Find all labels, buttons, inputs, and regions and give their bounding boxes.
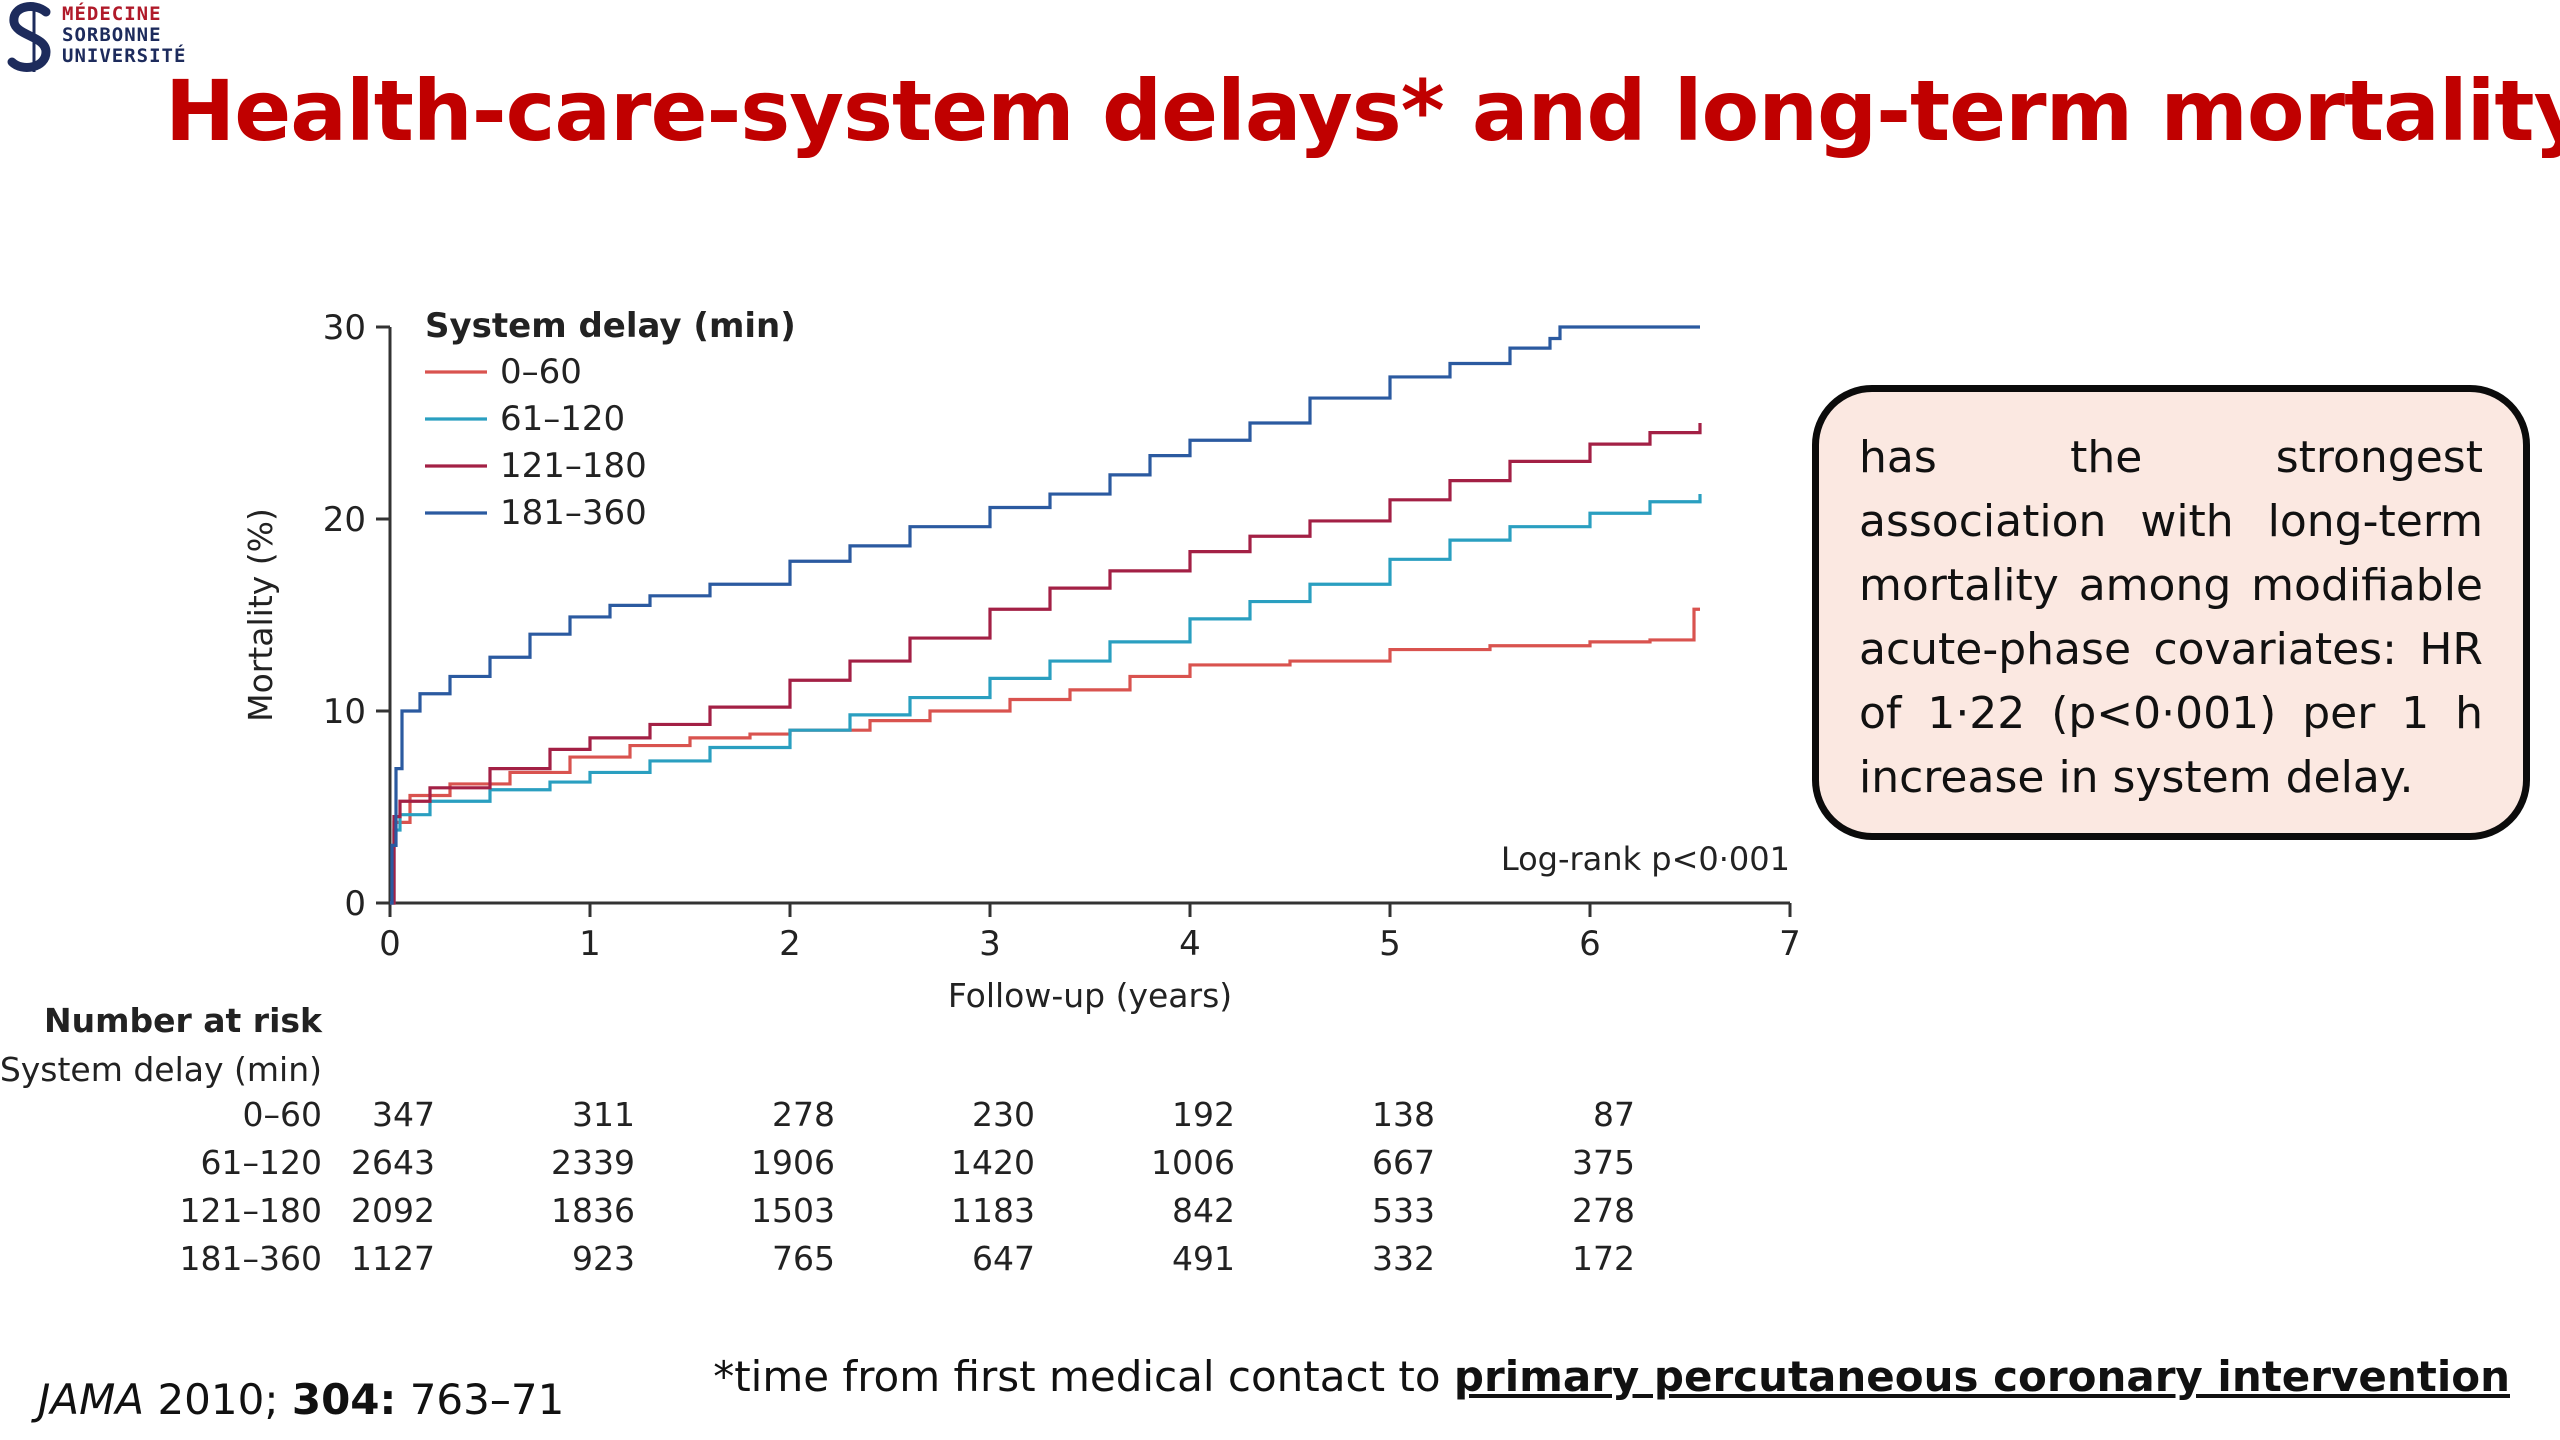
footnote-emphasis: primary percutaneous coronary interventi…	[1453, 1352, 2510, 1401]
legend-label-3: 181–360	[500, 493, 647, 533]
series-line-1	[390, 494, 1702, 905]
risk-cell: 1836	[551, 1191, 635, 1230]
risk-cell: 1127	[351, 1239, 435, 1278]
legend-label-0: 0–60	[500, 352, 582, 392]
reference: JAMA 2010; 304: 763–71	[38, 1375, 564, 1424]
x-tick-label: 0	[379, 924, 401, 964]
risk-cell: 533	[1372, 1191, 1435, 1230]
series-line-2	[390, 423, 1702, 905]
risk-cell: 1183	[951, 1191, 1035, 1230]
risk-cell: 87	[1593, 1095, 1635, 1134]
risk-table-subtitle: System delay (min)	[0, 1050, 322, 1089]
risk-cell: 842	[1172, 1191, 1235, 1230]
risk-row-label: 61–120	[201, 1143, 322, 1182]
risk-cell: 667	[1372, 1143, 1435, 1182]
risk-cell: 172	[1572, 1239, 1635, 1278]
y-tick-label: 0	[344, 884, 366, 924]
reference-volume: 304:	[291, 1375, 397, 1424]
reference-year: 2010;	[157, 1375, 279, 1424]
log-rank-annotation: Log-rank p<0·001	[1501, 840, 1790, 878]
hazard-ratio-callout: has the strongest association with long-…	[1812, 385, 2530, 840]
slide-title: Health-care-system delays* and long-term…	[165, 62, 2560, 160]
x-tick-label: 2	[779, 924, 801, 964]
risk-cell: 1906	[751, 1143, 835, 1182]
risk-cell: 278	[1572, 1191, 1635, 1230]
reference-journal: JAMA	[38, 1375, 145, 1424]
sorbonne-s-logo-icon	[7, 2, 51, 72]
callout-text: has the strongest association with long-…	[1859, 432, 2483, 803]
risk-cell: 332	[1372, 1239, 1435, 1278]
risk-cell: 765	[772, 1239, 835, 1278]
footnote: *time from first medical contact to prim…	[713, 1352, 2510, 1401]
risk-cell: 347	[372, 1095, 435, 1134]
risk-table-title: Number at risk	[44, 1001, 323, 1040]
y-tick-label: 30	[323, 308, 366, 348]
logo-line-3: UNIVERSITÉ	[62, 45, 187, 67]
y-tick-label: 10	[323, 692, 366, 732]
risk-cell: 2643	[351, 1143, 435, 1182]
risk-cell: 2092	[351, 1191, 435, 1230]
risk-row-label: 121–180	[180, 1191, 322, 1230]
logo-wordmark: MÉDECINE SORBONNE UNIVERSITÉ	[62, 4, 186, 67]
risk-cell: 230	[972, 1095, 1035, 1134]
legend-label-2: 121–180	[500, 446, 647, 486]
risk-cell: 138	[1372, 1095, 1435, 1134]
x-tick-label: 7	[1779, 924, 1801, 964]
x-tick-label: 6	[1579, 924, 1601, 964]
risk-row-label: 181–360	[180, 1239, 322, 1278]
risk-cell: 1420	[951, 1143, 1035, 1182]
x-axis-label: Follow-up (years)	[948, 976, 1232, 1015]
reference-pages: 763–71	[409, 1375, 565, 1424]
series-line-0	[390, 607, 1700, 905]
y-axis-label: Mortality (%)	[241, 508, 280, 722]
logo-line-1: MÉDECINE	[62, 3, 162, 25]
risk-cell: 311	[572, 1095, 635, 1134]
risk-cell: 491	[1172, 1239, 1235, 1278]
x-tick-label: 4	[1179, 924, 1201, 964]
logo-line-2: SORBONNE	[62, 24, 162, 46]
risk-cell: 1503	[751, 1191, 835, 1230]
risk-row-label: 0–60	[243, 1095, 323, 1134]
risk-cell: 2339	[551, 1143, 635, 1182]
x-tick-label: 1	[579, 924, 601, 964]
risk-cell: 1006	[1151, 1143, 1235, 1182]
risk-cell: 923	[572, 1239, 635, 1278]
y-tick-label: 20	[323, 500, 366, 540]
x-tick-label: 3	[979, 924, 1001, 964]
risk-cell: 192	[1172, 1095, 1235, 1134]
legend-title: System delay (min)	[425, 306, 796, 346]
footnote-prefix: *time from first medical contact to	[713, 1352, 1441, 1401]
risk-cell: 278	[772, 1095, 835, 1134]
series-line-3	[390, 325, 1700, 905]
risk-cell: 375	[1572, 1143, 1635, 1182]
x-tick-label: 5	[1379, 924, 1401, 964]
legend-label-1: 61–120	[500, 399, 625, 439]
sorbonne-logo: MÉDECINE SORBONNE UNIVERSITÉ	[6, 2, 186, 74]
risk-cell: 647	[972, 1239, 1035, 1278]
